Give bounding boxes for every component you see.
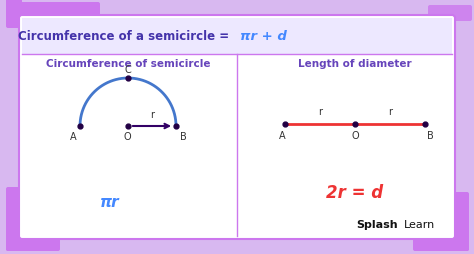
FancyBboxPatch shape: [6, 235, 60, 251]
Text: A: A: [279, 131, 285, 140]
Text: A: A: [70, 132, 76, 141]
Text: O: O: [123, 132, 131, 141]
Text: Circumference of a semicircle =: Circumference of a semicircle =: [18, 30, 237, 43]
Text: B: B: [427, 131, 433, 140]
FancyBboxPatch shape: [453, 192, 469, 251]
FancyBboxPatch shape: [6, 187, 22, 251]
FancyBboxPatch shape: [6, 3, 100, 17]
Text: πr + d: πr + d: [240, 30, 287, 43]
FancyBboxPatch shape: [413, 235, 469, 251]
Text: Splash: Splash: [356, 219, 398, 229]
Text: O: O: [351, 131, 359, 140]
FancyBboxPatch shape: [6, 0, 22, 29]
Text: r: r: [388, 107, 392, 117]
Text: C: C: [125, 65, 131, 75]
Text: 2r = d: 2r = d: [327, 183, 383, 201]
Text: r: r: [150, 109, 154, 120]
Text: Length of diameter: Length of diameter: [298, 59, 412, 69]
Text: πr: πr: [100, 195, 120, 210]
Text: Learn: Learn: [404, 219, 435, 229]
Text: Circumference of semicircle: Circumference of semicircle: [46, 59, 210, 69]
FancyBboxPatch shape: [428, 6, 472, 22]
Text: B: B: [180, 132, 186, 141]
Text: r: r: [318, 107, 322, 117]
FancyBboxPatch shape: [22, 19, 452, 55]
FancyBboxPatch shape: [19, 16, 455, 239]
